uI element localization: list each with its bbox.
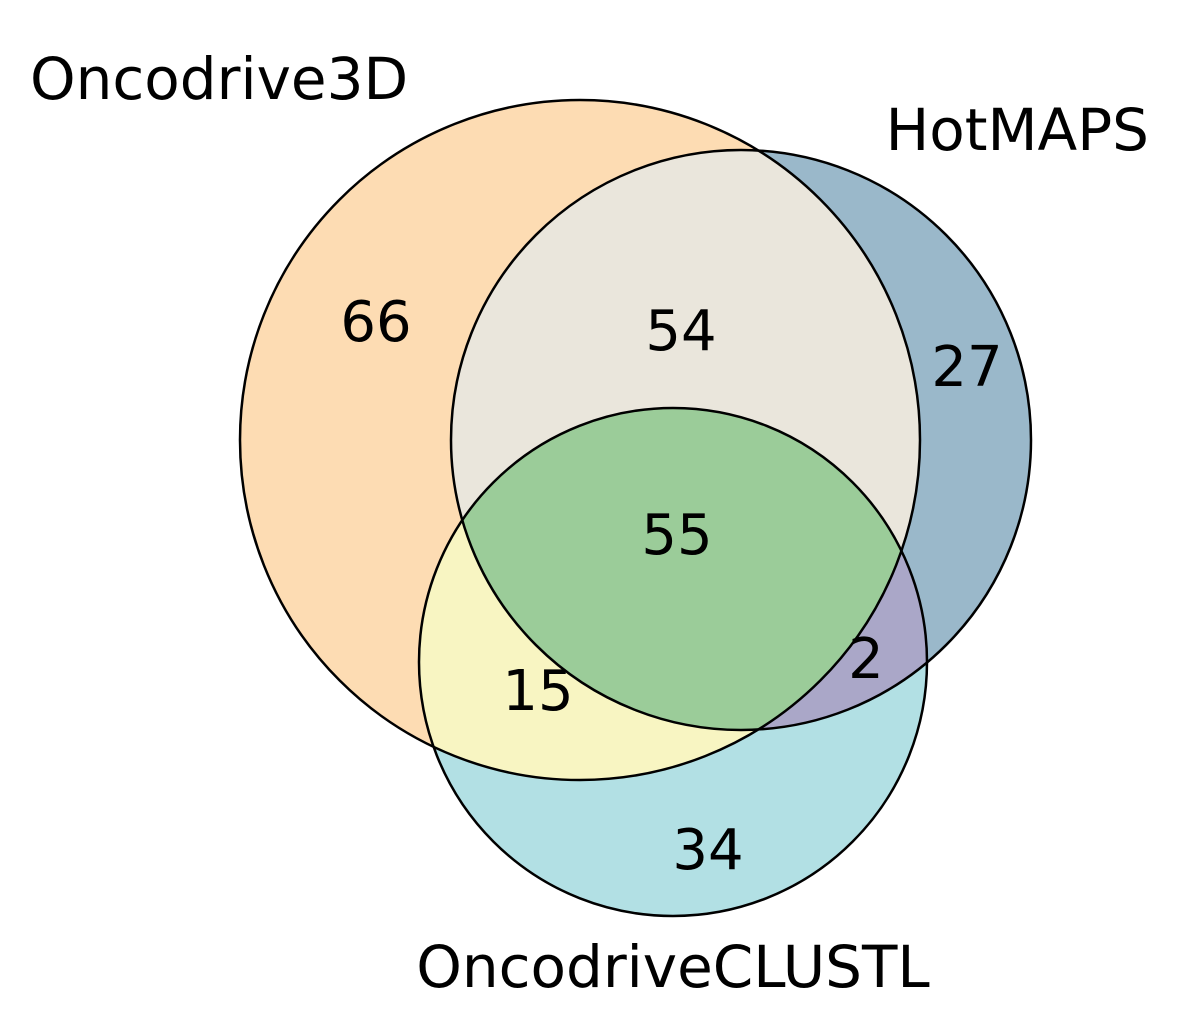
- count-hotmaps-only: 27: [931, 335, 1002, 400]
- count-oncodrive3d-oncodriveclustl: 15: [502, 659, 573, 724]
- region-fills: [240, 100, 1031, 916]
- count-oncodrive3d-only: 66: [340, 290, 411, 355]
- count-all-three: 55: [641, 503, 712, 568]
- set-label-oncodrive3d: Oncodrive3D: [30, 45, 408, 113]
- oncodriveclustl-circle: [417, 406, 929, 918]
- set-label-oncodriveclustl: OncodriveCLUSTL: [416, 933, 930, 1001]
- region-all-three: [451, 408, 920, 730]
- count-oncodrive3d-hotmaps: 54: [645, 299, 716, 364]
- count-oncodriveclustl-only: 34: [672, 818, 743, 883]
- set-outlines: [238, 98, 1033, 918]
- oncodrive3d-circle: [238, 98, 922, 782]
- hotmaps-circle: [449, 148, 1033, 732]
- set-label-hotmaps: HotMAPS: [886, 96, 1149, 164]
- count-hotmaps-oncodriveclustl: 2: [848, 627, 884, 692]
